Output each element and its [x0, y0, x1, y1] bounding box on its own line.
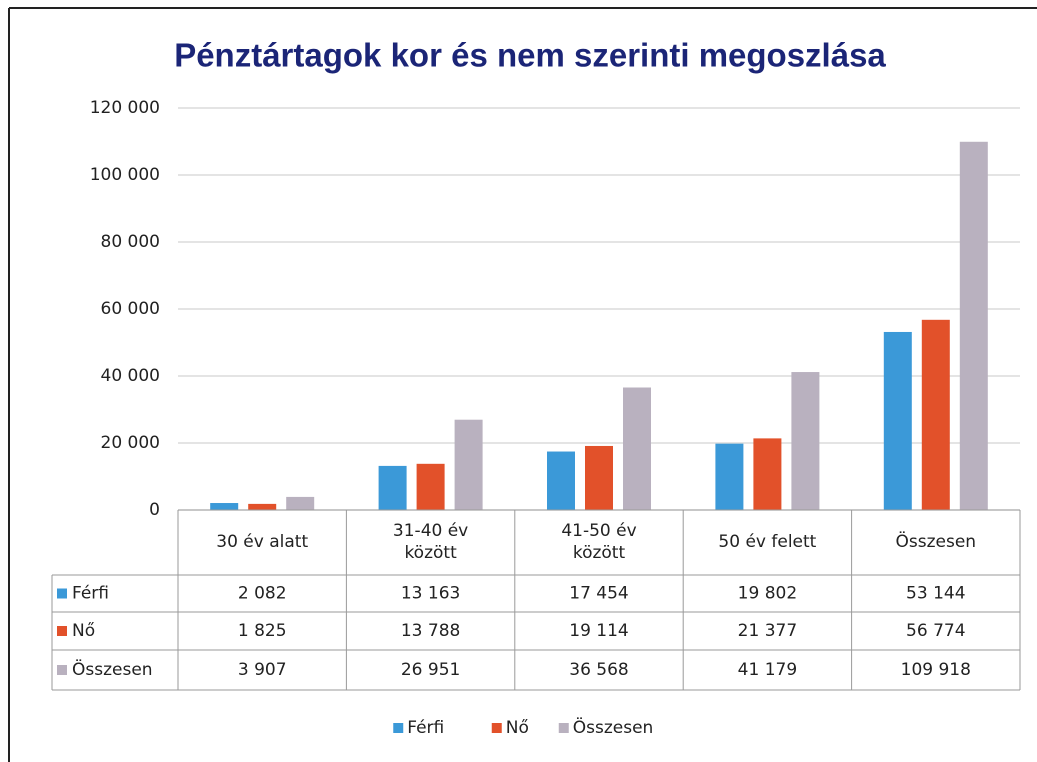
bar	[210, 503, 239, 510]
data-label: 13 163	[401, 584, 460, 604]
table-row-label: Nő	[72, 621, 95, 641]
data-label: 19 802	[738, 584, 797, 604]
y-tick-label: 60 000	[101, 299, 160, 319]
data-label: 17 454	[569, 584, 628, 604]
x-tick-label: Összesen	[895, 531, 977, 552]
data-label: 1 825	[238, 621, 287, 641]
y-tick-label: 20 000	[101, 433, 160, 453]
bar	[585, 445, 613, 510]
data-label: 36 568	[569, 660, 628, 680]
x-tick-label: 50 év felett	[718, 531, 817, 552]
bar	[623, 387, 651, 510]
data-label: 21 377	[738, 621, 797, 641]
legend-key	[491, 723, 502, 733]
bar	[791, 372, 820, 510]
x-tick-label: 30 év alatt	[216, 531, 309, 552]
y-tick-label: 0	[149, 500, 160, 520]
data-label: 56 774	[906, 621, 965, 641]
x-tick-label: 50 év felett	[718, 531, 817, 552]
data-label: 53 144	[906, 584, 965, 604]
bar	[883, 331, 912, 510]
data-label: 109 918	[901, 660, 971, 680]
table-legend-key	[57, 626, 67, 636]
table-row-label: Összesen	[72, 658, 153, 680]
table-legend-key	[57, 665, 67, 675]
legend-label: Nő	[506, 718, 529, 738]
y-tick-label: 80 000	[101, 232, 160, 252]
bar	[959, 141, 988, 510]
data-label: 26 951	[401, 660, 460, 680]
legend-label: Összesen	[573, 716, 654, 738]
x-tick-label: 31-40 év között	[392, 521, 469, 563]
x-tick-label: 41-50 év között	[561, 521, 637, 563]
x-tick-label: Összesen	[895, 531, 977, 552]
data-label: 13 788	[401, 621, 460, 641]
bar	[286, 496, 315, 510]
x-tick-label: 31-40 év között	[392, 521, 469, 563]
bar	[378, 465, 407, 510]
bar	[753, 438, 782, 510]
x-tick-label: 41-50 év között	[561, 521, 637, 563]
data-label: 2 082	[238, 584, 287, 604]
data-label: 3 907	[238, 660, 287, 680]
data-label: 41 179	[738, 660, 797, 680]
table-row-label: Férfi	[72, 584, 109, 604]
legend-key	[393, 723, 404, 733]
bar	[454, 419, 483, 510]
bar	[248, 503, 277, 510]
legend-key	[558, 723, 569, 733]
bar	[715, 443, 744, 510]
y-tick-label: 40 000	[101, 366, 160, 386]
bar	[416, 463, 445, 510]
x-tick-label: 30 év alatt	[216, 531, 309, 552]
table-legend-key	[57, 588, 67, 599]
legend-label: Férfi	[407, 718, 444, 738]
y-tick-label: 120 000	[90, 98, 160, 118]
bar	[547, 451, 575, 510]
chart-title: Pénztártagok kor és nem szerinti megoszl…	[174, 37, 886, 74]
bar	[921, 319, 950, 510]
data-label: 19 114	[569, 621, 628, 641]
y-tick-label: 100 000	[90, 165, 160, 185]
